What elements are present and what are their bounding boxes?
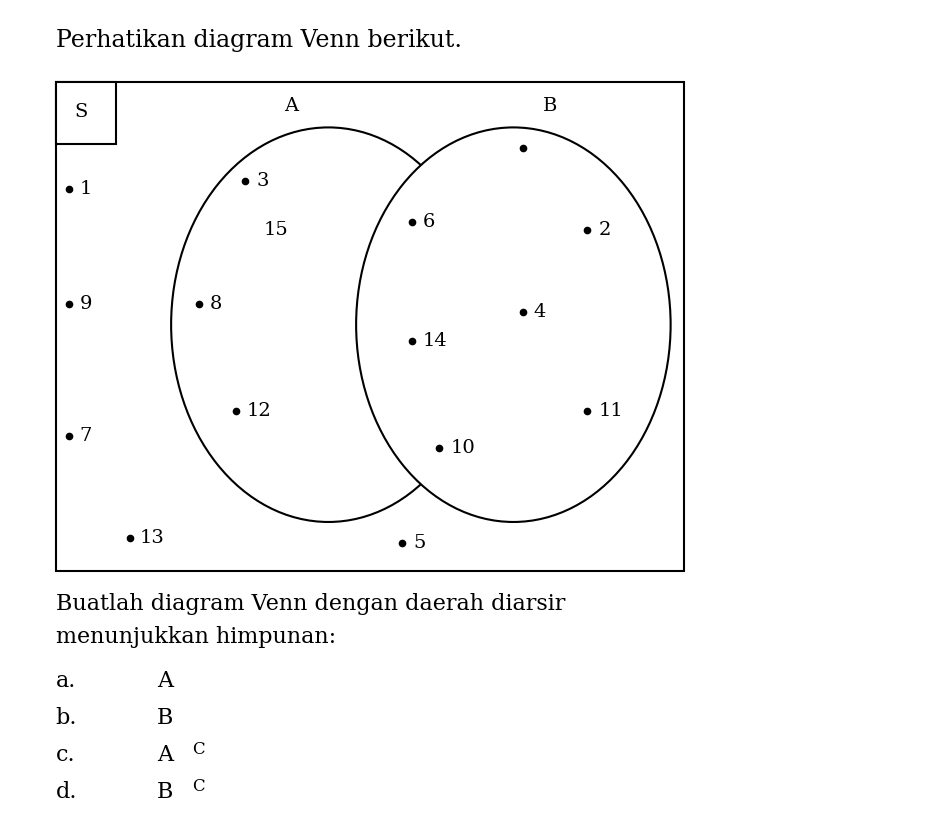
Text: 7: 7	[80, 427, 92, 445]
Text: C: C	[192, 778, 205, 795]
Text: B: B	[543, 97, 558, 115]
Text: A: A	[157, 744, 173, 766]
Text: menunjukkan himpunan:: menunjukkan himpunan:	[56, 626, 336, 649]
Text: Buatlah diagram Venn dengan daerah diarsir: Buatlah diagram Venn dengan daerah diars…	[56, 593, 565, 616]
Text: d.: d.	[56, 781, 77, 803]
Text: 9: 9	[80, 295, 93, 313]
Bar	[56, 82, 116, 144]
Text: C: C	[192, 741, 205, 758]
Text: 4: 4	[534, 303, 546, 321]
Text: 13: 13	[140, 529, 165, 547]
Text: 2: 2	[598, 221, 610, 239]
Text: 10: 10	[450, 439, 475, 457]
Ellipse shape	[356, 127, 671, 522]
Ellipse shape	[171, 127, 486, 522]
Text: 3: 3	[256, 172, 269, 190]
Text: 12: 12	[247, 402, 272, 420]
Text: A: A	[284, 97, 299, 115]
Text: 8: 8	[210, 295, 222, 313]
Text: B: B	[157, 781, 174, 803]
Text: 6: 6	[423, 213, 435, 231]
Text: 15: 15	[264, 221, 289, 239]
Text: A: A	[157, 670, 173, 692]
Text: b.: b.	[56, 707, 77, 729]
Text: 14: 14	[423, 332, 448, 350]
Text: S: S	[74, 103, 87, 121]
Text: Perhatikan diagram Venn berikut.: Perhatikan diagram Venn berikut.	[56, 29, 462, 52]
Text: a.: a.	[56, 670, 76, 692]
Text: 1: 1	[80, 180, 92, 198]
Text: B: B	[157, 707, 174, 729]
Text: c.: c.	[56, 744, 75, 766]
Bar	[56, 82, 684, 571]
Text: 11: 11	[598, 402, 623, 420]
Text: 5: 5	[413, 533, 426, 552]
